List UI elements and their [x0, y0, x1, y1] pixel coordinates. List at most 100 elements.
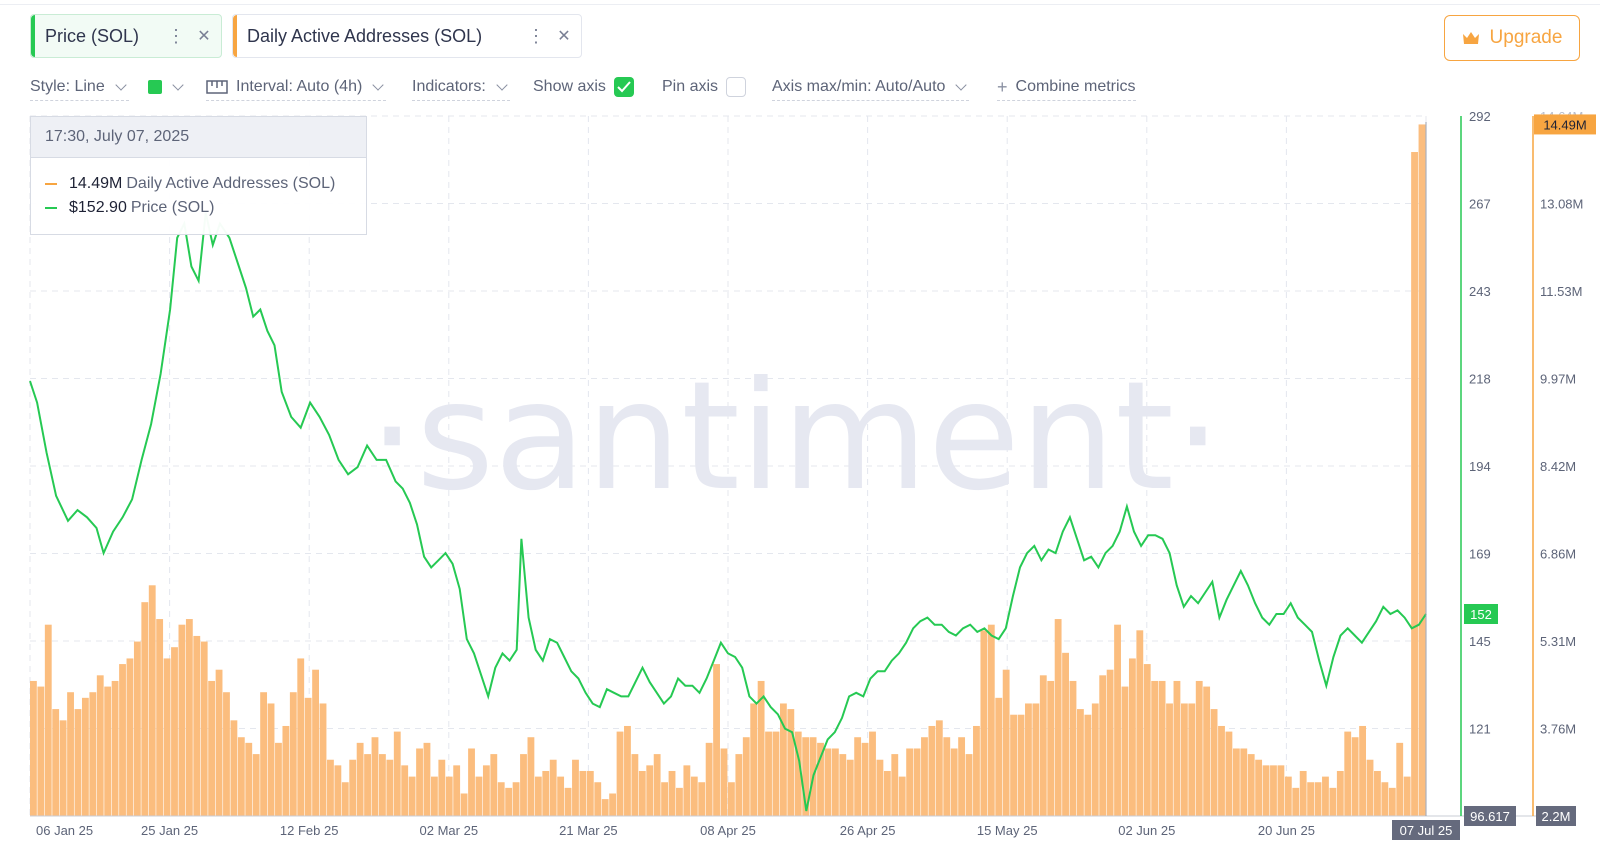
- daa-bar: [883, 770, 891, 816]
- chart-tooltip: 17:30, July 07, 2025 14.49M Daily Active…: [30, 116, 367, 235]
- daa-bar: [44, 624, 52, 816]
- daa-bar: [111, 680, 119, 816]
- daa-bar: [898, 776, 906, 816]
- daa-bar: [928, 725, 936, 816]
- close-icon[interactable]: ✕: [557, 28, 571, 45]
- daa-bar: [913, 748, 921, 816]
- metric-chip-price[interactable]: Price (SOL) ⋮ ✕: [30, 14, 222, 58]
- combine-metrics-button[interactable]: + Combine metrics: [997, 74, 1136, 101]
- daa-bar: [505, 787, 513, 816]
- daa-bar: [416, 748, 423, 816]
- style-label: Style: Line: [30, 78, 105, 95]
- daa-min-badge: [1536, 806, 1576, 826]
- daa-bar: [490, 754, 498, 816]
- price-axis-tick: 267: [1469, 197, 1491, 212]
- daa-bar: [386, 759, 394, 816]
- metric-chip-daa[interactable]: Daily Active Addresses (SOL) ⋮ ✕: [232, 14, 582, 58]
- daa-bar: [720, 748, 728, 816]
- daa-bar: [958, 737, 966, 816]
- color-select[interactable]: [148, 74, 186, 100]
- daa-bar: [67, 692, 74, 816]
- daa-bar: [757, 680, 765, 816]
- daa-bar: [423, 742, 431, 816]
- daa-bar: [1307, 782, 1315, 816]
- daa-bar: [690, 776, 698, 816]
- daa-bar: [772, 731, 780, 816]
- close-icon[interactable]: ✕: [197, 28, 211, 45]
- daa-bar: [171, 647, 178, 816]
- daa-bar: [1121, 686, 1129, 816]
- show-axis-label: Show axis: [533, 78, 606, 95]
- daa-bar: [237, 737, 245, 816]
- daa-bar: [408, 776, 416, 816]
- pin-axis-checkbox[interactable]: [726, 77, 747, 97]
- daa-bar: [557, 776, 565, 816]
- daa-bar: [1054, 619, 1062, 816]
- daa-bar: [1255, 759, 1263, 816]
- x-axis-tick: 08 Apr 25: [700, 823, 756, 838]
- daa-bar: [549, 759, 557, 816]
- show-axis-toggle[interactable]: Show axis: [533, 74, 634, 100]
- daa-bar: [297, 658, 305, 816]
- daa-bar: [1403, 776, 1411, 816]
- daa-bar: [527, 737, 535, 816]
- x-axis-tick: 06 Jan 25: [36, 823, 93, 838]
- daa-bar: [52, 709, 60, 816]
- daa-bar: [787, 709, 795, 816]
- daa-bar: [1017, 714, 1025, 816]
- daa-bar: [1322, 776, 1329, 816]
- daa-bar: [921, 737, 928, 816]
- daa-bar: [104, 686, 112, 816]
- daa-bar: [156, 619, 164, 816]
- more-vertical-icon[interactable]: ⋮: [527, 25, 545, 46]
- daa-bars: [30, 124, 1426, 816]
- daa-bar: [275, 742, 282, 816]
- daa-axis-tick: 13.08M: [1540, 197, 1583, 212]
- x-axis-tick: 26 Apr 25: [840, 823, 896, 838]
- x-axis-tick: 15 May 25: [977, 823, 1038, 838]
- upgrade-button[interactable]: Upgrade: [1444, 15, 1580, 61]
- x-axis-tick: 25 Jan 25: [141, 823, 198, 838]
- daa-bar: [1106, 669, 1114, 816]
- daa-bar: [148, 585, 156, 816]
- daa-bar: [935, 720, 943, 816]
- chart-axes: [30, 116, 1546, 817]
- daa-bar: [579, 770, 587, 816]
- indicators-select[interactable]: Indicators:: [412, 74, 510, 101]
- tooltip-price-dash: [45, 207, 57, 209]
- daa-axis-tick: 6.86M: [1540, 547, 1576, 562]
- daa-bar: [215, 669, 223, 816]
- more-vertical-icon[interactable]: ⋮: [167, 25, 185, 46]
- daa-bar: [713, 664, 720, 816]
- interval-select[interactable]: Interval: Auto (4h): [206, 74, 387, 101]
- daa-bar: [356, 742, 364, 816]
- daa-bar: [445, 776, 453, 816]
- daa-bar: [705, 742, 713, 816]
- daa-bar: [1180, 703, 1188, 816]
- daa-bar: [126, 658, 134, 816]
- pin-axis-toggle[interactable]: Pin axis: [662, 74, 747, 100]
- price-last-label: 152: [1470, 607, 1492, 622]
- style-select[interactable]: Style: Line: [30, 74, 129, 101]
- daa-bar: [854, 737, 862, 816]
- daa-bar: [1151, 680, 1159, 816]
- daa-bar: [282, 725, 290, 816]
- daa-bar: [141, 602, 149, 816]
- x-axis-current-badge: [1392, 820, 1460, 840]
- daa-bar: [1047, 680, 1055, 816]
- daa-bar: [178, 624, 186, 816]
- daa-bar: [683, 765, 691, 816]
- daa-bar: [89, 692, 97, 816]
- daa-bar: [661, 782, 668, 816]
- daa-bar: [943, 737, 951, 816]
- daa-bar: [119, 664, 126, 816]
- tooltip-price-name: Price (SOL): [130, 199, 215, 216]
- axis-maxmin-select[interactable]: Axis max/min: Auto/Auto: [772, 74, 970, 101]
- show-axis-checkbox[interactable]: [613, 77, 634, 97]
- daa-bar: [497, 782, 505, 816]
- daa-axis-tick: 9.97M: [1540, 372, 1576, 387]
- daa-bar: [1188, 703, 1196, 816]
- daa-bar: [133, 641, 141, 816]
- crown-icon: [1462, 32, 1479, 44]
